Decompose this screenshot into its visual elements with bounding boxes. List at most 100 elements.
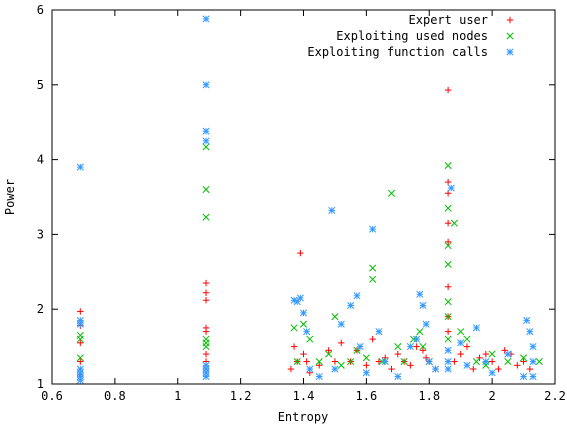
data-point <box>394 350 402 358</box>
data-point <box>337 361 345 369</box>
data-point <box>325 350 333 358</box>
y-tick-label: 2 <box>37 302 44 316</box>
data-point <box>504 350 512 358</box>
series-2 <box>76 15 537 384</box>
data-point <box>369 264 377 272</box>
data-point <box>444 238 452 246</box>
data-point <box>472 324 480 332</box>
data-point <box>363 362 370 369</box>
data-point <box>413 335 421 343</box>
data-point <box>306 365 314 373</box>
data-point <box>76 320 84 328</box>
data-point <box>306 335 314 343</box>
data-point <box>463 343 471 350</box>
data-point <box>488 350 496 358</box>
data-point <box>293 298 301 306</box>
data-point <box>472 358 480 366</box>
data-point <box>529 358 537 366</box>
data-point <box>362 354 370 362</box>
data-point <box>388 365 395 373</box>
data-point <box>520 372 528 381</box>
data-point <box>419 301 427 310</box>
x-tick-label: 0.8 <box>104 389 126 403</box>
data-point <box>300 350 307 358</box>
data-point <box>316 362 323 369</box>
data-point <box>331 313 339 321</box>
data-point <box>369 275 377 283</box>
data-point <box>463 361 471 369</box>
data-point <box>407 362 414 369</box>
data-point <box>296 294 304 302</box>
data-point <box>476 354 483 362</box>
data-point <box>463 335 471 343</box>
data-point <box>400 358 408 366</box>
data-point <box>76 335 84 343</box>
data-point <box>482 358 490 366</box>
y-axis: 1 2 3 4 5 6 <box>37 3 555 391</box>
data-point <box>387 189 396 197</box>
data-point <box>353 292 361 300</box>
data-point <box>202 350 210 358</box>
data-point <box>76 354 84 362</box>
data-point <box>444 283 452 290</box>
y-tick-label: 6 <box>37 3 44 17</box>
data-point <box>347 358 355 366</box>
data-point <box>315 372 323 381</box>
data-point <box>504 358 512 366</box>
data-point <box>362 369 370 377</box>
y-tick-label: 5 <box>37 78 44 92</box>
data-point <box>444 260 452 268</box>
data-point <box>457 328 465 336</box>
x-tick-label: 1 <box>174 389 181 403</box>
data-point <box>202 213 210 221</box>
x-tick-label: 1.4 <box>293 389 315 403</box>
data-point <box>369 335 376 343</box>
x-tick-label: 0.6 <box>41 389 63 403</box>
data-point <box>447 184 455 192</box>
data-point <box>406 343 414 351</box>
legend-marker <box>506 48 514 56</box>
data-point <box>394 343 402 351</box>
data-point <box>202 297 210 304</box>
data-point <box>337 320 345 328</box>
data-point <box>526 365 534 373</box>
series-0 <box>77 86 534 379</box>
data-point <box>77 358 84 365</box>
x-axis: 0.6 0.8 1 1.2 1.4 1.6 1.8 2 2.2 <box>41 10 566 403</box>
x-tick-label: 2.2 <box>544 389 566 403</box>
data-point <box>369 225 377 233</box>
data-point <box>202 185 210 194</box>
data-point <box>202 339 210 347</box>
data-point <box>444 178 452 186</box>
data-point <box>202 137 210 145</box>
data-point <box>482 350 490 358</box>
data-point <box>76 331 84 339</box>
data-point <box>444 219 452 227</box>
data-point <box>303 328 311 336</box>
data-point <box>202 127 210 135</box>
data-point <box>290 343 298 350</box>
data-point <box>290 324 298 332</box>
y-axis-label: Power <box>3 179 17 215</box>
x-tick-label: 1.6 <box>356 389 378 403</box>
x-tick-label: 1.8 <box>418 389 440 403</box>
data-point <box>331 365 339 373</box>
data-point <box>416 328 424 336</box>
data-point <box>202 143 210 151</box>
data-point <box>299 320 308 328</box>
data-point <box>202 372 210 381</box>
x-tick-label: 1.2 <box>230 389 252 403</box>
x-tick-label: 2 <box>489 389 496 403</box>
data-point <box>444 313 452 321</box>
data-point <box>450 219 458 227</box>
data-point <box>413 343 420 350</box>
data-point <box>444 335 452 343</box>
data-point <box>444 346 452 354</box>
legend-marker <box>506 32 514 40</box>
data-point <box>520 358 527 365</box>
data-point <box>444 298 452 306</box>
legend-label: Expert user <box>409 13 488 27</box>
data-point <box>394 372 402 381</box>
data-point <box>419 343 427 351</box>
data-point <box>488 358 496 365</box>
